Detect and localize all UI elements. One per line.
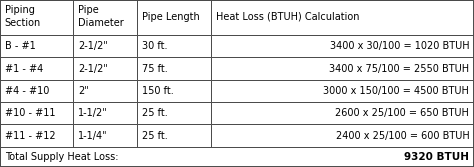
Bar: [211, 0, 474, 35]
Text: Pipe Length: Pipe Length: [142, 12, 200, 22]
Bar: [73, 35, 137, 57]
Text: 2": 2": [78, 86, 89, 96]
Text: 30 ft.: 30 ft.: [142, 41, 168, 51]
Bar: [0, 80, 73, 102]
Text: 2-1/2": 2-1/2": [78, 41, 108, 51]
Bar: [0, 35, 73, 57]
Text: #1 - #4: #1 - #4: [5, 63, 43, 73]
Bar: [137, 124, 211, 147]
Bar: [137, 35, 211, 57]
Text: 3000 x 150/100 = 4500 BTUH: 3000 x 150/100 = 4500 BTUH: [323, 86, 469, 96]
Text: Pipe
Diameter: Pipe Diameter: [78, 5, 124, 28]
Text: #11 - #12: #11 - #12: [5, 131, 55, 141]
Bar: [0, 124, 73, 147]
Text: Heat Loss (BTUH) Calculation: Heat Loss (BTUH) Calculation: [216, 12, 359, 22]
Text: Piping
Section: Piping Section: [5, 5, 41, 28]
Bar: [211, 102, 474, 124]
Text: 75 ft.: 75 ft.: [142, 63, 168, 73]
Text: 25 ft.: 25 ft.: [142, 108, 168, 118]
Bar: [0, 147, 474, 167]
Text: 2400 x 25/100 = 600 BTUH: 2400 x 25/100 = 600 BTUH: [336, 131, 469, 141]
Bar: [0, 57, 73, 80]
Bar: [211, 35, 474, 57]
Text: 150 ft.: 150 ft.: [142, 86, 174, 96]
Text: #4 - #10: #4 - #10: [5, 86, 49, 96]
Bar: [73, 80, 137, 102]
Bar: [211, 124, 474, 147]
Bar: [137, 0, 211, 35]
Bar: [137, 80, 211, 102]
Bar: [137, 57, 211, 80]
Bar: [211, 80, 474, 102]
Bar: [73, 57, 137, 80]
Text: 1-1/2": 1-1/2": [78, 108, 108, 118]
Text: 2600 x 25/100 = 650 BTUH: 2600 x 25/100 = 650 BTUH: [336, 108, 469, 118]
Text: 3400 x 75/100 = 2550 BTUH: 3400 x 75/100 = 2550 BTUH: [329, 63, 469, 73]
Bar: [73, 0, 137, 35]
Bar: [211, 57, 474, 80]
Text: #10 - #11: #10 - #11: [5, 108, 55, 118]
Text: 1-1/4": 1-1/4": [78, 131, 108, 141]
Text: B - #1: B - #1: [5, 41, 36, 51]
Bar: [137, 102, 211, 124]
Text: 25 ft.: 25 ft.: [142, 131, 168, 141]
Bar: [0, 0, 73, 35]
Bar: [0, 102, 73, 124]
Text: 9320 BTUH: 9320 BTUH: [404, 152, 469, 162]
Text: Total Supply Heat Loss:: Total Supply Heat Loss:: [5, 152, 118, 162]
Text: 2-1/2": 2-1/2": [78, 63, 108, 73]
Bar: [73, 102, 137, 124]
Bar: [73, 124, 137, 147]
Text: 3400 x 30/100 = 1020 BTUH: 3400 x 30/100 = 1020 BTUH: [329, 41, 469, 51]
